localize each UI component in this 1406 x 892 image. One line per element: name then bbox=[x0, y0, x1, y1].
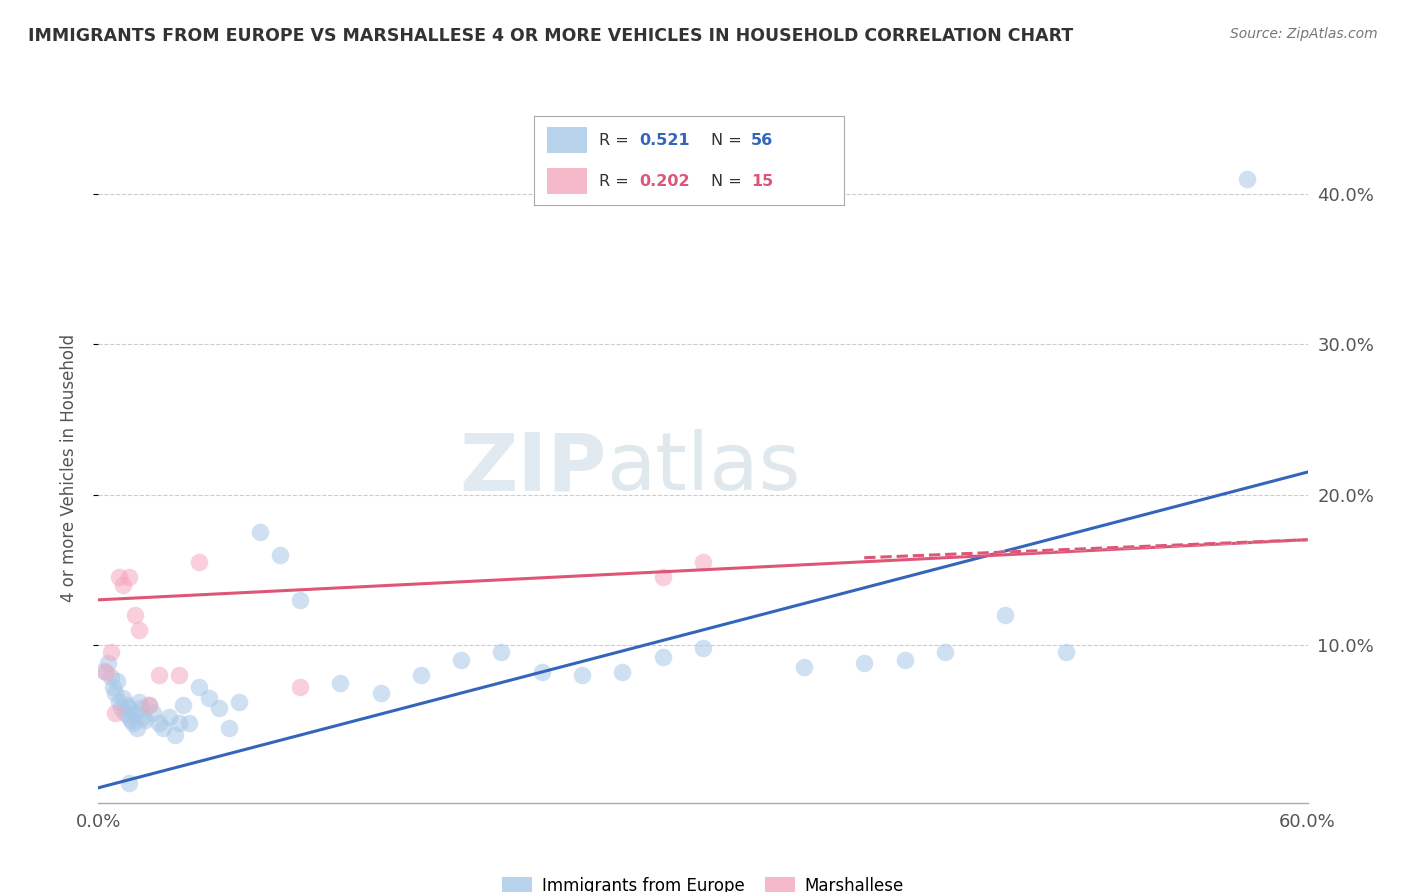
Point bbox=[100, 645, 122, 659]
Point bbox=[167, 716, 190, 731]
Point bbox=[128, 623, 150, 637]
Point bbox=[218, 721, 240, 735]
Point bbox=[115, 698, 138, 712]
Point bbox=[118, 570, 141, 584]
Point bbox=[96, 665, 118, 679]
Text: atlas: atlas bbox=[606, 429, 800, 508]
Point bbox=[111, 690, 134, 705]
Text: 0.202: 0.202 bbox=[640, 174, 690, 188]
Text: ZIP: ZIP bbox=[458, 429, 606, 508]
Point bbox=[100, 669, 122, 683]
Point bbox=[138, 698, 160, 712]
Point bbox=[692, 640, 714, 655]
Point bbox=[1236, 172, 1258, 186]
Point bbox=[128, 695, 150, 709]
Point bbox=[450, 653, 472, 667]
Point bbox=[148, 716, 170, 731]
Point bbox=[134, 713, 156, 727]
Point bbox=[934, 645, 956, 659]
Point bbox=[172, 698, 194, 712]
Point bbox=[107, 570, 129, 584]
Point bbox=[612, 665, 634, 679]
Text: N =: N = bbox=[710, 133, 747, 147]
Point bbox=[129, 701, 152, 715]
Point bbox=[118, 710, 141, 724]
Point bbox=[692, 555, 714, 569]
Text: Source: ZipAtlas.com: Source: ZipAtlas.com bbox=[1230, 27, 1378, 41]
Point bbox=[853, 656, 876, 670]
Point bbox=[157, 710, 180, 724]
Point bbox=[148, 668, 170, 682]
Point bbox=[651, 650, 673, 665]
Point bbox=[793, 660, 815, 674]
Point bbox=[329, 675, 352, 690]
Point bbox=[111, 578, 134, 592]
Point bbox=[93, 664, 115, 678]
Point bbox=[132, 710, 155, 724]
Point bbox=[110, 701, 132, 715]
Point bbox=[409, 668, 432, 682]
Point bbox=[138, 698, 160, 712]
Point bbox=[120, 713, 142, 727]
Text: N =: N = bbox=[710, 174, 747, 188]
Point bbox=[124, 706, 146, 720]
Point bbox=[121, 716, 143, 731]
Point bbox=[142, 706, 165, 720]
Point bbox=[167, 668, 190, 682]
Y-axis label: 4 or more Vehicles in Household: 4 or more Vehicles in Household bbox=[59, 334, 77, 602]
Point bbox=[893, 653, 915, 667]
Point bbox=[114, 706, 136, 720]
Point bbox=[125, 721, 148, 735]
Point bbox=[1054, 645, 1077, 659]
Point bbox=[105, 673, 128, 688]
Point bbox=[269, 548, 291, 562]
Text: R =: R = bbox=[599, 174, 634, 188]
Point bbox=[97, 656, 120, 670]
Point bbox=[571, 668, 593, 682]
Point bbox=[198, 690, 221, 705]
Text: IMMIGRANTS FROM EUROPE VS MARSHALLESE 4 OR MORE VEHICLES IN HOUSEHOLD CORRELATIO: IMMIGRANTS FROM EUROPE VS MARSHALLESE 4 … bbox=[28, 27, 1073, 45]
Text: R =: R = bbox=[599, 133, 634, 147]
Point bbox=[651, 570, 673, 584]
Text: 0.521: 0.521 bbox=[640, 133, 690, 147]
Point bbox=[208, 701, 231, 715]
Text: 56: 56 bbox=[751, 133, 773, 147]
Point bbox=[101, 680, 124, 694]
Point bbox=[994, 607, 1017, 622]
Bar bbox=[547, 168, 586, 194]
Point bbox=[188, 680, 211, 694]
Point bbox=[491, 645, 513, 659]
Text: 15: 15 bbox=[751, 174, 773, 188]
Point bbox=[103, 706, 125, 720]
Point bbox=[288, 680, 311, 694]
Point bbox=[118, 701, 141, 715]
Point bbox=[370, 686, 392, 700]
Point bbox=[249, 525, 271, 540]
Point bbox=[118, 776, 141, 790]
Point bbox=[188, 555, 211, 569]
Point bbox=[179, 716, 201, 731]
Point bbox=[124, 607, 146, 622]
Point bbox=[107, 695, 129, 709]
Point bbox=[288, 592, 311, 607]
Point bbox=[163, 728, 186, 742]
Point bbox=[152, 721, 174, 735]
Bar bbox=[547, 127, 586, 153]
Point bbox=[530, 665, 553, 679]
Point bbox=[228, 695, 250, 709]
Point bbox=[103, 686, 125, 700]
Legend: Immigrants from Europe, Marshallese: Immigrants from Europe, Marshallese bbox=[495, 870, 911, 892]
